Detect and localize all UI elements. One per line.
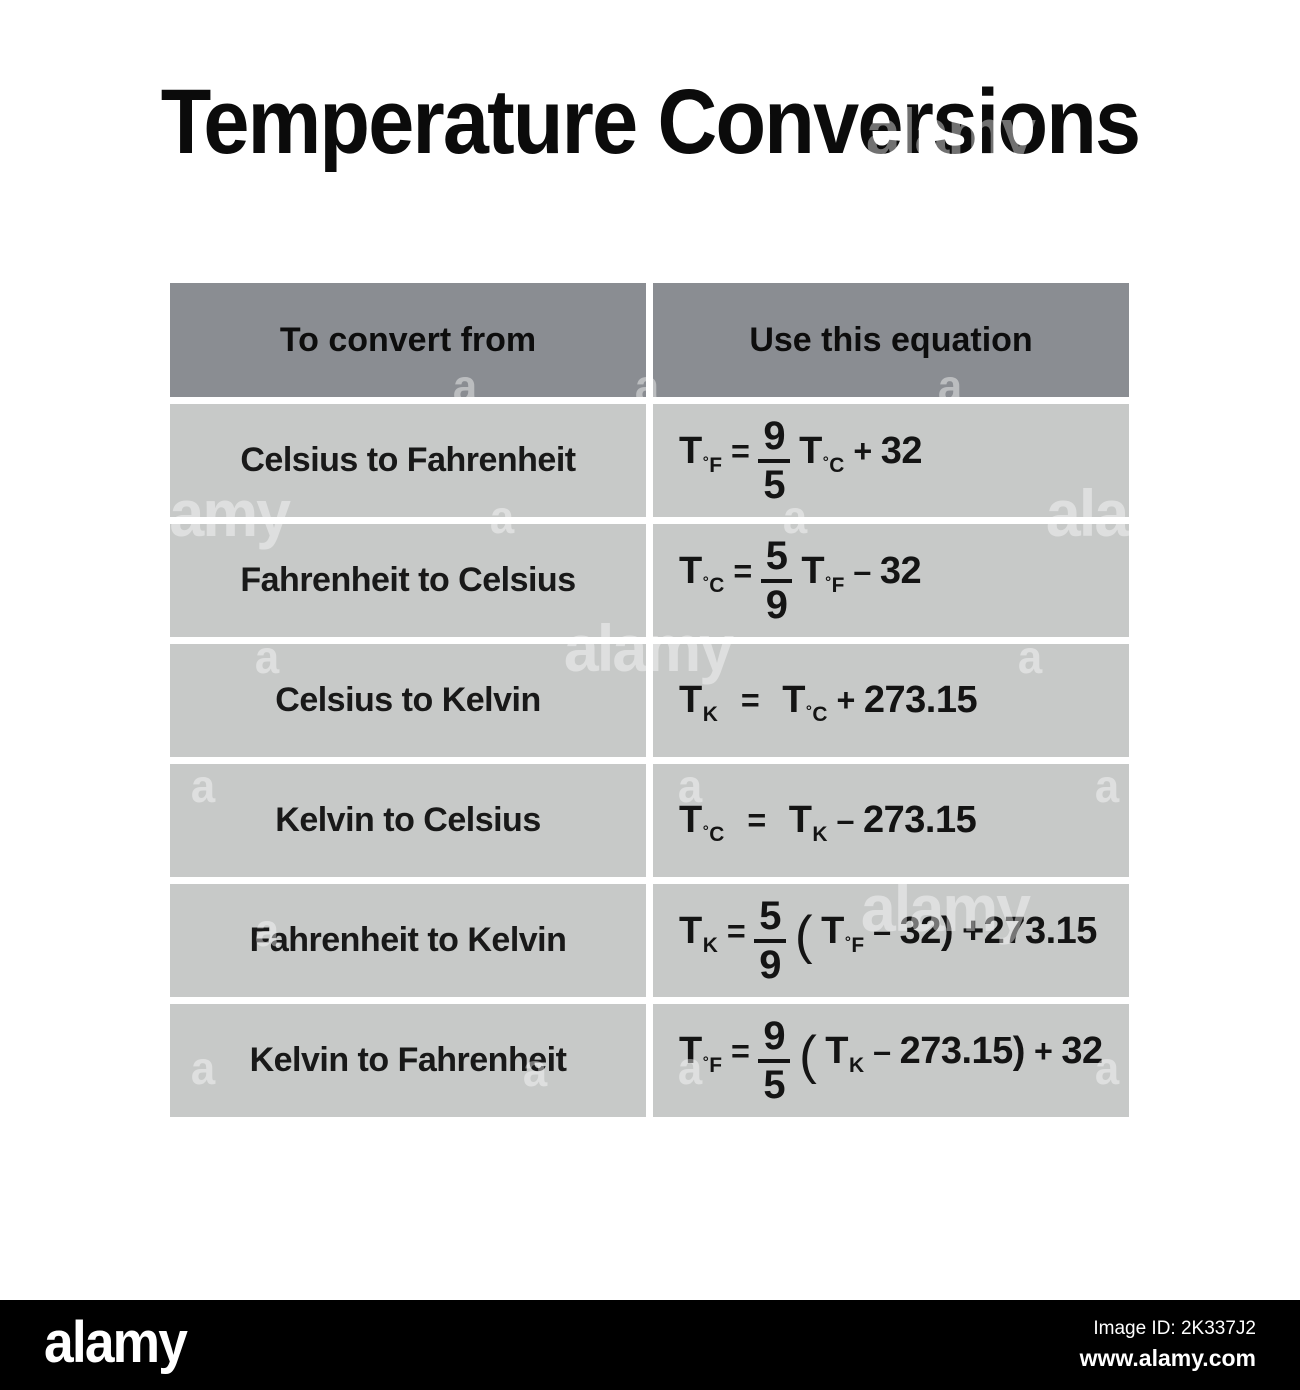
- equation-term: 32: [1061, 1029, 1103, 1072]
- equation-term: +273.15: [961, 909, 1097, 952]
- equation-variable: T°C: [782, 678, 828, 726]
- degree-symbol: °: [805, 703, 812, 721]
- equation-operator: –: [853, 552, 871, 589]
- fraction-numerator: 9: [758, 416, 791, 463]
- equation-term: 273.15: [862, 798, 977, 841]
- degree-symbol: °: [702, 823, 709, 841]
- footer-bar: alamy Image ID: 2K337J2 www.alamy.com: [0, 1300, 1300, 1390]
- table-row: Kelvin to Fahrenheit T°F = 9 5(TK –273.15) +3…: [170, 1004, 1129, 1117]
- equation-cell: T°C = 5 9 T°F –32: [653, 524, 1129, 637]
- column-header-convert-from: To convert from: [170, 283, 646, 397]
- equation-term: 32: [879, 549, 922, 592]
- equation-term: 273.15): [899, 1029, 1026, 1072]
- temperature-conversion-table: To convert from Use this equation Celsiu…: [170, 283, 1129, 1117]
- parenthesis: (: [799, 1026, 817, 1086]
- equation-term: 273.15: [863, 678, 978, 721]
- equation-operator: =: [731, 1032, 750, 1069]
- subscript: K: [812, 822, 828, 846]
- equation-operator: –: [836, 801, 855, 838]
- subscript: °F: [825, 573, 845, 597]
- equation-variable: T°F: [801, 549, 845, 597]
- equation-operator: +: [1033, 1032, 1053, 1069]
- fraction-numerator: 5: [754, 896, 786, 943]
- subscript: °F: [702, 1053, 722, 1077]
- equation-operator: =: [740, 681, 760, 718]
- table-row: Celsius to Kelvin TK = T°C +273.15: [170, 644, 1129, 757]
- subscript: °F: [702, 453, 722, 477]
- equation-operator: =: [747, 801, 766, 838]
- equation-operator: –: [873, 1032, 891, 1069]
- equation-term: 32: [880, 429, 923, 472]
- conversion-label: Fahrenheit to Kelvin: [170, 884, 646, 997]
- conversion-label: Fahrenheit to Celsius: [170, 524, 646, 637]
- fraction-denominator: 9: [759, 942, 781, 987]
- fraction-numerator: 5: [760, 536, 793, 583]
- page-title: Temperature Conversions: [160, 71, 1141, 173]
- conversion-label: Kelvin to Celsius: [170, 764, 646, 877]
- degree-symbol: °: [822, 454, 829, 472]
- degree-symbol: °: [844, 934, 851, 952]
- degree-symbol: °: [702, 454, 709, 472]
- image-id: Image ID: 2K337J2: [1093, 1318, 1256, 1339]
- degree-symbol: °: [702, 574, 709, 592]
- subscript: °F: [844, 933, 865, 957]
- subscript: K: [702, 933, 718, 957]
- equation-cell: TK = 5 9(T°F –32) +273.15: [653, 884, 1129, 997]
- equation-term: 32): [899, 909, 954, 952]
- fraction-denominator: 9: [765, 582, 788, 627]
- equation-operator: +: [853, 432, 872, 469]
- subscript: °C: [822, 453, 845, 477]
- equation-variable: T°C: [679, 798, 725, 846]
- equation-variable: T°C: [799, 429, 845, 477]
- table-row: Fahrenheit to Celsius T°C = 5 9 T°F –32: [170, 524, 1129, 637]
- alamy-url: www.alamy.com: [1079, 1345, 1256, 1371]
- equation-cell: T°F = 9 5(TK –273.15) +32: [653, 1004, 1129, 1117]
- subscript: °C: [702, 822, 725, 846]
- conversion-label: Celsius to Fahrenheit: [170, 404, 646, 517]
- table-header-row: To convert from Use this equation: [170, 283, 1129, 397]
- equation-operator: =: [731, 432, 750, 469]
- equation-operator: =: [733, 552, 752, 589]
- subscript: K: [702, 702, 718, 726]
- fraction-denominator: 5: [763, 1062, 786, 1107]
- equation-operator: +: [836, 681, 856, 718]
- degree-symbol: °: [825, 574, 832, 592]
- equation-variable: T°F: [821, 909, 865, 957]
- subscript: °C: [702, 573, 725, 597]
- equation-operator: –: [873, 912, 891, 949]
- equation-variable: TK: [825, 1029, 865, 1077]
- conversion-label: Kelvin to Fahrenheit: [170, 1004, 646, 1117]
- equation-cell: T°C = TK –273.15: [653, 764, 1129, 877]
- table-row: Fahrenheit to Kelvin TK = 5 9(T°F –32) +273.1…: [170, 884, 1129, 997]
- equation-variable: T°F: [679, 429, 722, 477]
- column-header-equation: Use this equation: [653, 283, 1129, 397]
- table-row: Kelvin to Celsius T°C = TK –273.15: [170, 764, 1129, 877]
- equation-variable: TK: [679, 678, 718, 726]
- footer-meta: Image ID: 2K337J2 www.alamy.com: [1080, 1318, 1256, 1372]
- fraction-denominator: 5: [763, 462, 786, 507]
- equation-variable: TK: [788, 798, 828, 846]
- equation-cell: T°F = 9 5 T°C +32: [653, 404, 1129, 517]
- table-row: Celsius to Fahrenheit T°F = 9 5 T°C +32: [170, 404, 1129, 517]
- fraction-numerator: 9: [758, 1016, 791, 1063]
- parenthesis: (: [794, 906, 813, 966]
- equation-variable: T°F: [679, 1029, 722, 1077]
- equation-variable: TK: [679, 909, 718, 957]
- degree-symbol: °: [702, 1054, 709, 1072]
- conversion-label: Celsius to Kelvin: [170, 644, 646, 757]
- subscript: K: [849, 1053, 865, 1077]
- equation-cell: TK = T°C +273.15: [653, 644, 1129, 757]
- subscript: °C: [805, 702, 828, 726]
- alamy-logo: alamy: [44, 1310, 188, 1375]
- equation-variable: T°C: [679, 549, 725, 597]
- equation-operator: =: [726, 912, 746, 949]
